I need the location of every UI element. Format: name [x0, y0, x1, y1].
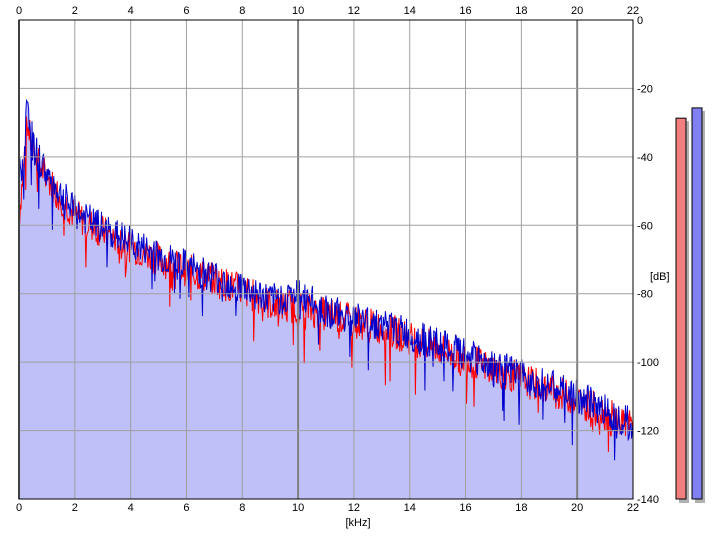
x-tick-bottom-18: 18 [515, 502, 527, 514]
y-axis-label: [dB] [650, 271, 670, 283]
x-tick-top-10: 10 [292, 5, 304, 17]
plot-frame [18, 19, 634, 500]
x-tick-top-16: 16 [459, 5, 471, 17]
x-tick-bottom-4: 4 [128, 502, 134, 514]
y-tick--100: -100 [637, 357, 659, 369]
x-tick-top-4: 4 [128, 5, 134, 17]
x-tick-top-6: 6 [183, 5, 189, 17]
y-tick--40: -40 [637, 152, 653, 164]
x-tick-bottom-22: 22 [627, 502, 639, 514]
y-tick--80: -80 [637, 289, 653, 301]
x-tick-bottom-12: 12 [348, 502, 360, 514]
x-tick-top-18: 18 [515, 5, 527, 17]
x-tick-top-22: 22 [627, 5, 639, 17]
x-tick-bottom-10: 10 [292, 502, 304, 514]
x-tick-bottom-6: 6 [183, 502, 189, 514]
x-tick-top-14: 14 [404, 5, 416, 17]
x-tick-top-20: 20 [571, 5, 583, 17]
x-tick-bottom-2: 2 [72, 502, 78, 514]
x-axis-label: [kHz] [345, 517, 370, 529]
level-meter-left [675, 117, 687, 500]
y-tick--20: -20 [637, 83, 653, 95]
x-tick-bottom-0: 0 [16, 502, 22, 514]
plot-area [18, 98, 634, 499]
x-tick-bottom-14: 14 [404, 502, 416, 514]
x-tick-top-0: 0 [16, 5, 22, 17]
y-tick--140: -140 [637, 494, 659, 506]
axes: 002244668810101212141416161818202022220-… [16, 5, 659, 514]
spectrum-line-right [18, 98, 634, 461]
y-tick--60: -60 [637, 220, 653, 232]
x-tick-bottom-8: 8 [239, 502, 245, 514]
y-tick--120: -120 [637, 426, 659, 438]
x-tick-top-8: 8 [239, 5, 245, 17]
y-tick-0: 0 [637, 15, 643, 27]
x-tick-top-12: 12 [348, 5, 360, 17]
x-tick-bottom-20: 20 [571, 502, 583, 514]
x-tick-top-2: 2 [72, 5, 78, 17]
x-tick-bottom-16: 16 [459, 502, 471, 514]
level-meters [675, 107, 705, 504]
level-meter-right [691, 107, 703, 500]
